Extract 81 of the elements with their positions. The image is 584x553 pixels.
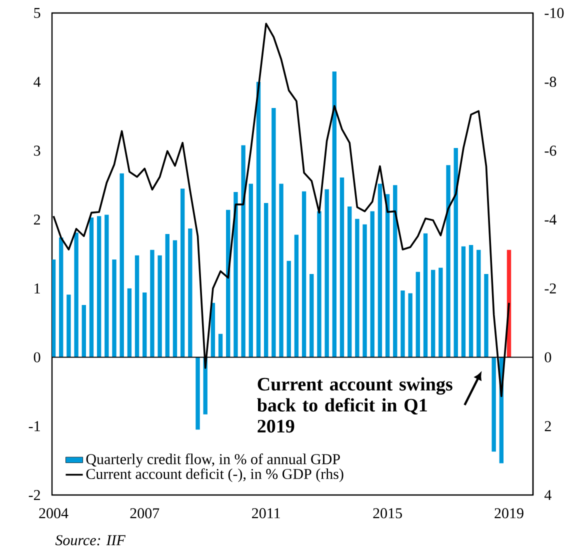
y2-tick-label: -10	[544, 8, 564, 18]
bar	[59, 237, 64, 358]
bar	[241, 145, 246, 358]
bar	[355, 218, 360, 358]
bar	[150, 250, 154, 358]
bar	[476, 250, 481, 358]
annotation: Current account swings back to deficit in Q1 2019	[257, 377, 452, 433]
bar	[324, 189, 329, 358]
text: Source: IIF	[55, 535, 126, 546]
bar	[165, 234, 170, 358]
y2-tick-label: 2	[544, 421, 551, 432]
bar	[286, 260, 291, 358]
bar	[112, 259, 116, 358]
bar	[248, 184, 253, 358]
bar	[74, 232, 78, 358]
bar	[89, 217, 94, 358]
y2-tick-label: -2	[544, 283, 556, 294]
bar	[142, 292, 147, 358]
bar	[82, 304, 86, 358]
bar	[408, 293, 412, 358]
bar	[256, 82, 261, 358]
bar	[446, 165, 450, 358]
y-tick-label: 5	[34, 8, 40, 18]
y2-tick-label: 0	[544, 352, 552, 362]
bar	[120, 173, 124, 358]
y-tick-label: 4	[34, 76, 41, 87]
bar	[272, 108, 276, 358]
y-tick-label: -2	[28, 490, 40, 500]
bar	[378, 184, 382, 358]
bar	[400, 290, 405, 358]
y2-tick-label: -4	[544, 214, 556, 224]
bar	[294, 234, 299, 358]
bar	[484, 274, 488, 358]
bar	[362, 224, 367, 358]
bar	[127, 288, 132, 358]
y-tick-label: -1	[28, 421, 40, 432]
y2-tick-label: -8	[544, 76, 556, 87]
y-tick-label: 0	[34, 352, 40, 362]
bar	[370, 211, 374, 358]
y2-tick-label: -6	[544, 146, 556, 156]
legend-label: Current account deficit (-), in % GDP (rhs)	[86, 468, 344, 482]
bar	[317, 211, 322, 358]
bar	[196, 357, 200, 430]
bar	[393, 185, 398, 358]
bar	[310, 274, 314, 358]
x-tick-label: 2007	[130, 508, 160, 518]
bar	[188, 228, 192, 358]
bar	[340, 178, 344, 358]
legend-label: Quarterly credit flow, in % of annual GDP	[86, 454, 340, 468]
x-tick-label: 2004	[39, 508, 68, 518]
bar	[158, 255, 162, 358]
x-tick-label: 2019	[494, 508, 524, 518]
bar	[385, 194, 390, 358]
bar	[96, 216, 102, 358]
x-tick-label: 2015	[373, 508, 402, 518]
bar	[347, 206, 352, 358]
bar	[302, 191, 306, 358]
bar	[234, 192, 238, 358]
bar	[438, 268, 443, 358]
bar	[210, 302, 216, 358]
bar	[180, 188, 185, 358]
y-tick-label: 2	[34, 214, 40, 225]
bar	[430, 270, 436, 358]
x-tick-label: 2011	[252, 508, 280, 518]
bar	[332, 72, 337, 358]
bar	[264, 203, 268, 358]
bar	[423, 233, 428, 358]
y2-tick-label: 4	[544, 490, 552, 500]
bar	[172, 240, 178, 358]
y-tick-label: 3	[34, 146, 40, 156]
bar	[454, 148, 458, 358]
bar	[279, 184, 284, 358]
bar	[134, 255, 140, 358]
bar	[416, 272, 420, 358]
bar	[468, 245, 474, 358]
y-tick-label: 1	[34, 283, 40, 294]
bar	[66, 294, 71, 358]
bar	[461, 246, 466, 358]
bar	[492, 357, 496, 452]
bar	[104, 214, 109, 358]
bar	[218, 334, 223, 358]
